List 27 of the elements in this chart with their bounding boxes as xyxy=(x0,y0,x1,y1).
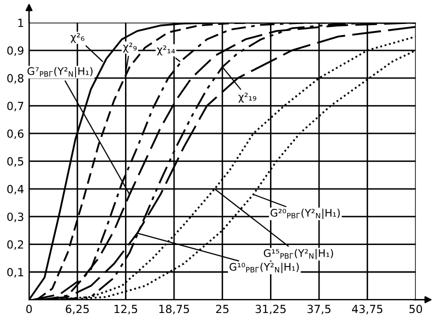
x-tick-label: 18,75 xyxy=(159,304,189,314)
annotation: G²⁰$_{РВГ}$(Y²$_{N}$|H₁) xyxy=(270,208,340,220)
y-tick-label: 0,5 xyxy=(7,157,24,167)
x-tick-label: 6,25 xyxy=(66,304,89,314)
x-tick-label: 50 xyxy=(410,304,422,314)
x-tick-label: 31,25 xyxy=(256,304,286,314)
x-tick-label: 37,5 xyxy=(308,304,330,314)
y-tick-label: 0,2 xyxy=(7,240,24,250)
annotation: χ²₆ xyxy=(70,32,84,43)
x-tick-label: 43,75 xyxy=(352,304,382,314)
x-tick-label: 12,5 xyxy=(114,304,138,314)
x-tick-label: 25 xyxy=(216,304,228,314)
y-tick-label: 0,3 xyxy=(7,212,24,222)
annotation: G⁷$_{РВГ}$(Y²$_{N}$|H₁) xyxy=(27,66,93,78)
annotation: χ²₉ xyxy=(123,42,137,53)
annotation: χ²₁₉ xyxy=(238,92,256,103)
y-tick-label: 0,7 xyxy=(7,102,24,112)
y-tick-label: 0,8 xyxy=(7,74,24,84)
y-tick-label: 0,6 xyxy=(7,129,24,139)
x-tick-label: 0 xyxy=(26,304,32,314)
y-tick-label: 1 xyxy=(18,18,24,27)
annotation: G¹⁵$_{РВГ}$(Y²$_{N}$|H₁) xyxy=(264,248,334,260)
annotation: χ²₁₄ xyxy=(156,45,175,56)
annotation: G¹⁰$_{РВГ}$(Y²$_{N}$|H₁) xyxy=(230,262,299,274)
y-tick-label: 0,9 xyxy=(7,46,24,56)
y-tick-label: 0,4 xyxy=(7,184,24,194)
y-tick-label: 0,1 xyxy=(7,268,24,278)
